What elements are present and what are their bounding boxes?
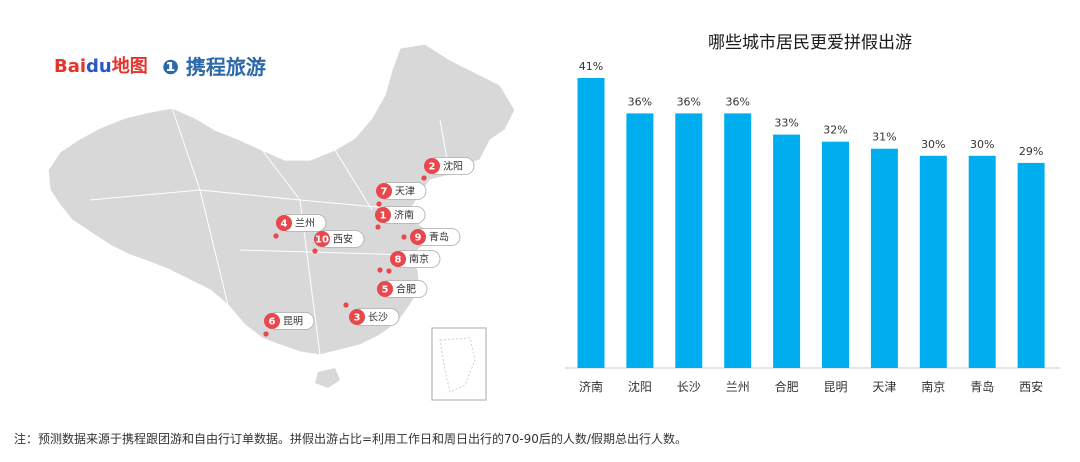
pin-badge [314,231,330,247]
pin-city-name: 西安 [333,233,353,246]
value-label: 30% [921,138,945,151]
province-borders [89,107,451,356]
pin-rank: 6 [269,317,276,328]
chart-title: 哪些城市居民更爱拼假出游 [708,33,912,53]
pin-dot [312,248,318,254]
value-label: 29% [1019,145,1043,158]
ctrip-logo-text: 携程旅游 [185,55,266,79]
bars: 41% 济南 36% 沈阳 36% 长沙 36% 兰州 33% 合肥 32% 昆明 31% 天津 30% 南京… [577,60,1045,394]
bar-兰州 [724,113,752,369]
bar-南京 [919,155,947,368]
value-label: 32% [823,124,847,137]
pin-badge [390,251,406,267]
value-label: 41% [579,60,603,73]
pin-city-name: 兰州 [295,217,315,230]
chart-panel: 哪些城市居民更爱拼假出游 41% 济南 36% 沈阳 36% 长沙 36% 兰州 33% 合肥 32… [540,0,1080,420]
pin-badge [375,207,391,223]
pin-city-name: 南京 [409,253,429,266]
pin-rank: 8 [395,255,402,266]
ctrip-logo: ❶ 携程旅游 [162,55,266,79]
pin-rank: 3 [354,313,361,324]
city-pin-兰州: 4 兰州 [273,214,327,239]
bar-长沙 [675,113,703,369]
pin-rank: 4 [281,219,288,230]
x-tick-label: 兰州 [726,380,750,394]
pin-dot [376,201,382,207]
pin-dot [273,233,279,239]
x-tick-label: 长沙 [677,380,701,394]
x-tick-label: 南京 [921,379,945,394]
pin-city-name: 沈阳 [443,160,463,173]
pin-badge [349,309,365,325]
city-pin-西安: 10 西安 [312,230,365,254]
city-pin-济南: 1 济南 [375,206,426,230]
city-pin-昆明: 6 昆明 [263,312,315,337]
pin-badge [410,229,426,245]
baidu-logo-du: du [86,56,112,77]
pin-rank: 7 [381,187,388,198]
value-label: 33% [774,117,798,130]
pin-rank: 1 [380,211,387,222]
pin-city-name: 昆明 [283,316,303,328]
value-label: 36% [677,95,701,108]
pin-city-name: 合肥 [396,283,416,296]
pin-rank: 9 [415,233,422,244]
bar-天津 [870,148,898,368]
pin-badge [264,313,280,329]
baidu-logo-text: Bai [54,56,87,77]
china-mainland-shape [47,43,516,356]
bar-合肥 [773,134,801,368]
city-pin-天津: 7 天津 [376,182,427,207]
x-tick-label: 沈阳 [628,379,652,394]
pin-city-name: 天津 [395,186,415,198]
baidu-map-logo: Baidu地图 [54,52,148,78]
x-tick-label: 济南 [579,379,603,394]
bar-西安 [1017,162,1045,368]
pin-dot [375,224,381,230]
pin-city-name: 济南 [394,209,414,222]
pin-city-name: 长沙 [368,312,388,324]
value-label: 36% [725,95,749,108]
city-pin-南京: 8 南京 [386,250,441,274]
baidu-logo-map: 地图 [111,56,148,77]
pin-rank: 5 [382,285,389,296]
city-pin-合肥: 5 合肥 [377,267,428,298]
pin-dot [386,268,392,274]
x-tick-label: 青岛 [970,379,994,394]
bar-青岛 [968,155,996,368]
pin-badge [377,281,393,297]
value-label: 31% [872,131,896,144]
pin-dot [421,175,427,181]
x-tick-label: 合肥 [775,379,799,394]
pin-rank: 10 [315,235,329,246]
pin-badge [424,158,440,174]
bar-昆明 [822,141,849,368]
x-tick-label: 昆明 [823,380,847,394]
hainan-island [315,368,340,388]
bar-chart: 哪些城市居民更爱拼假出游 41% 济南 36% 沈阳 36% 长沙 36% 兰州 33% 合肥 32… [565,33,1060,394]
china-map: 1 济南 2 沈阳 3 长沙 4 兰州 5 合肥 6 昆明 7 天津 8 南京 9 青岛 10 西安 [47,43,516,401]
bar-济南 [577,78,605,368]
pin-badge [276,215,292,231]
south-china-sea-inset [431,327,487,401]
city-pin-沈阳: 2 沈阳 [421,157,475,181]
x-tick-label: 天津 [872,380,896,394]
pin-city-name: 青岛 [429,231,449,244]
pin-dot [401,234,407,240]
pin-badge [376,183,392,199]
pin-rank: 2 [429,162,436,173]
footnote: 注：预测数据来源于携程跟团游和自由行订单数据。拼假出游占比=利用工作日和周日出行… [14,432,687,446]
city-pin-长沙: 3 长沙 [343,302,400,326]
pin-dot [377,267,383,273]
value-label: 30% [970,138,994,151]
city-pin-青岛: 9 青岛 [401,228,461,246]
pin-dot [343,302,349,308]
bar-沈阳 [626,113,654,369]
map-panel: Baidu地图 ❶ 携程旅游 1 济南 2 沈阳 3 长沙 4 兰州 5 合肥 6 昆明 7 天津 8 南京 9… [0,0,540,420]
x-tick-label: 西安 [1019,379,1043,394]
value-label: 36% [628,95,652,108]
city-pins: 1 济南 2 沈阳 3 长沙 4 兰州 5 合肥 6 昆明 7 天津 8 南京 9 青岛 10 西安 [263,157,475,337]
pin-dot [263,331,269,337]
